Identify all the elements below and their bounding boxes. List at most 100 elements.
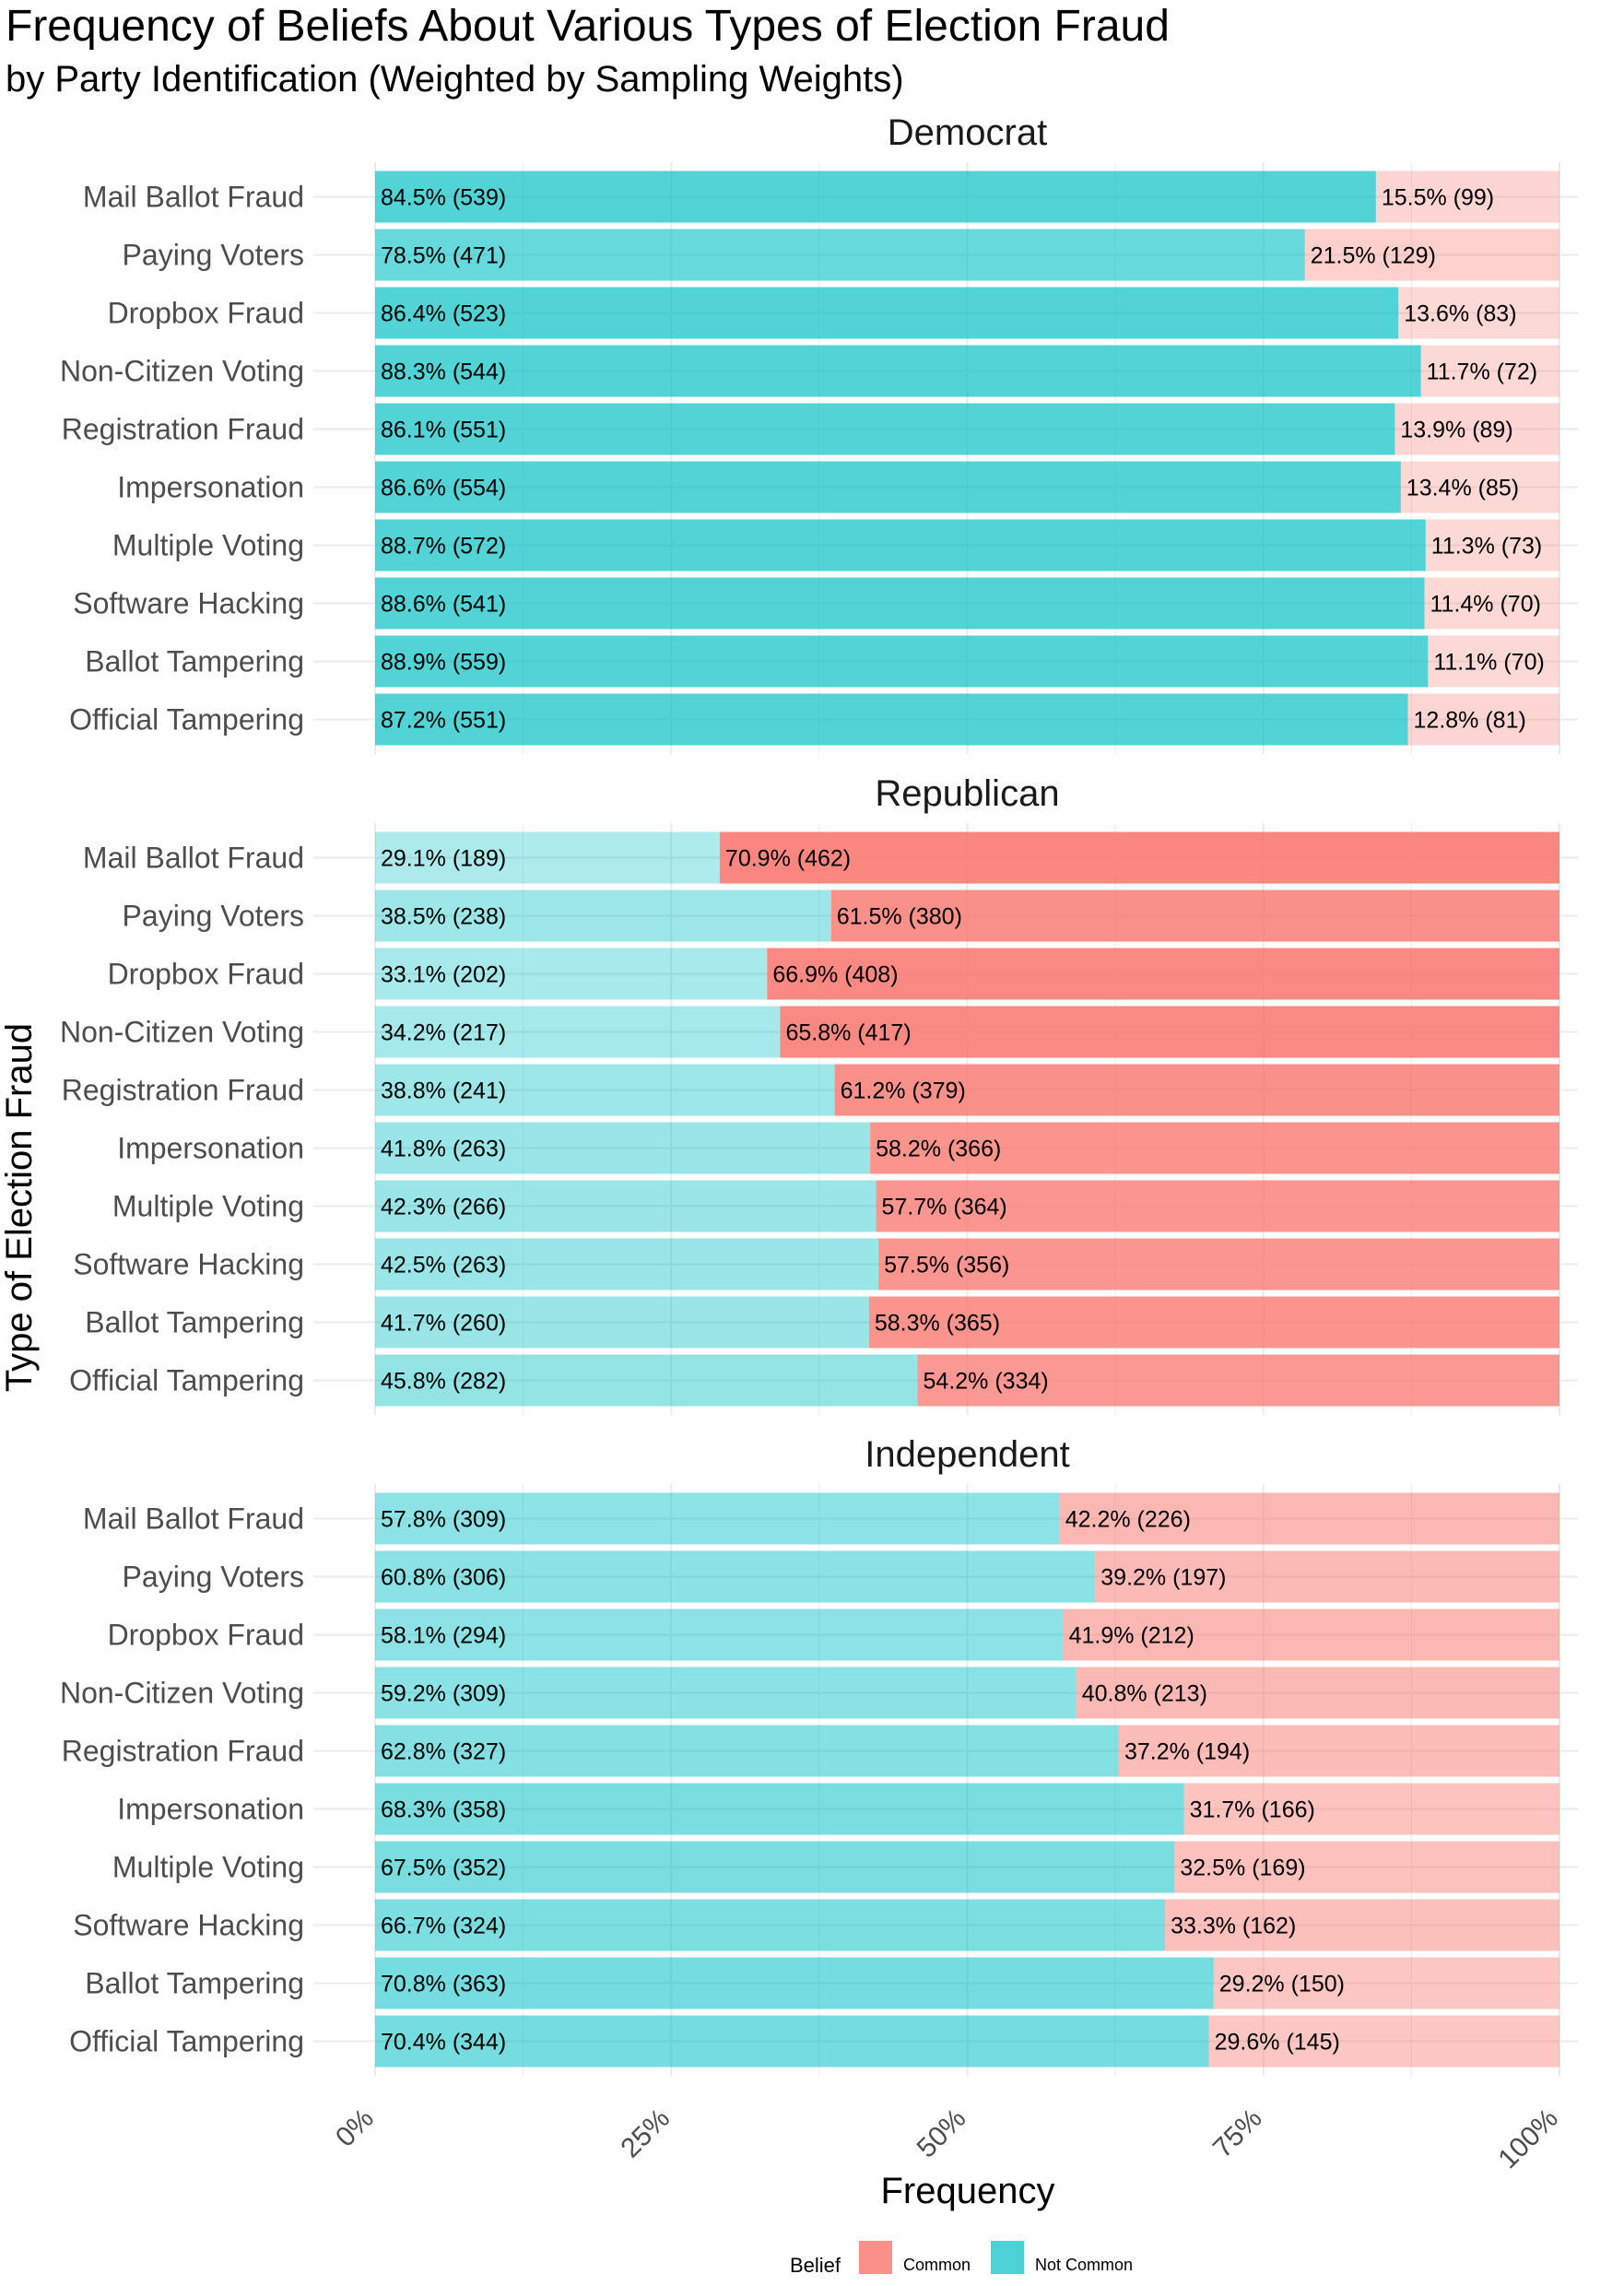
bar-common: [834, 1064, 1559, 1116]
x-tick-label: 100%: [1492, 2103, 1564, 2175]
data-label-not-common: 59.2% (309): [381, 1681, 506, 1707]
data-label-not-common: 41.8% (263): [381, 1137, 506, 1162]
bar-common: [1420, 345, 1559, 397]
category-label: Paying Voters: [123, 900, 304, 933]
data-label-not-common: 78.5% (471): [381, 243, 506, 269]
legend-label-common: Common: [903, 2256, 971, 2274]
data-label-common: 42.2% (226): [1065, 1507, 1191, 1533]
data-label-not-common: 88.3% (544): [381, 359, 506, 385]
data-label-not-common: 57.8% (309): [381, 1507, 506, 1533]
category-label: Multiple Voting: [112, 529, 304, 562]
bar-common: [767, 948, 1559, 1000]
data-label-not-common: 68.3% (358): [381, 1797, 506, 1823]
bar-common: [1174, 1841, 1559, 1893]
bar-common: [1424, 577, 1559, 630]
x-tick-label: 75%: [1207, 2103, 1268, 2164]
bar-common: [868, 1296, 1559, 1349]
data-label-not-common: 86.6% (554): [381, 476, 506, 501]
bar-common: [1428, 635, 1559, 688]
bar-common: [719, 831, 1559, 884]
legend-swatch-common: [859, 2241, 892, 2274]
bar-not-common: [375, 287, 1399, 339]
bar-common: [1400, 461, 1559, 513]
category-label: Multiple Voting: [112, 1190, 304, 1223]
bar-not-common: [375, 1899, 1166, 1951]
bar-common: [1118, 1725, 1559, 1777]
data-label-common: 70.9% (462): [725, 846, 851, 872]
panel-democrat: Democrat Mail Ballot Fraud 84.5% (539) 15.5…: [60, 112, 1578, 754]
data-label-not-common: 62.8% (327): [381, 1739, 506, 1765]
data-label-common: 11.7% (72): [1427, 359, 1537, 385]
x-axis-label: Frequency: [881, 2171, 1055, 2211]
bar-not-common: [375, 1122, 871, 1174]
bar-common: [1375, 171, 1559, 223]
panels: Democrat Mail Ballot Fraud 84.5% (539) 15.5…: [60, 112, 1578, 2076]
x-axis-ticks: 0% 25% 50% 75% 100%: [330, 2103, 1564, 2175]
data-label-common: 11.1% (70): [1433, 650, 1544, 676]
bar-common: [1076, 1667, 1559, 1719]
bar-common: [1183, 1783, 1559, 1835]
category-label: Mail Ballot Fraud: [83, 842, 304, 875]
x-tick-label: 0%: [330, 2103, 380, 2153]
data-label-not-common: 66.7% (324): [381, 1914, 506, 1939]
bar-common: [1304, 229, 1559, 281]
category-label: Software Hacking: [73, 587, 304, 620]
data-label-not-common: 45.8% (282): [381, 1369, 506, 1395]
category-label: Official Tampering: [69, 2025, 304, 2058]
bar-common: [917, 1354, 1559, 1407]
bar-not-common: [375, 577, 1425, 630]
legend-title: Belief: [790, 2254, 841, 2277]
data-label-not-common: 86.1% (551): [381, 418, 506, 443]
bar-common: [1208, 2015, 1559, 2068]
bar-not-common: [375, 948, 768, 1000]
data-label-not-common: 58.1% (294): [381, 1623, 506, 1649]
x-tick-label: 25%: [615, 2103, 676, 2164]
legend-label-not-common: Not Common: [1035, 2256, 1133, 2274]
category-label: Mail Ballot Fraud: [83, 1502, 304, 1536]
category-label: Ballot Tampering: [85, 1967, 304, 2000]
data-label-not-common: 60.8% (306): [381, 1565, 506, 1591]
panel-title: Independent: [865, 1434, 1069, 1475]
category-label: Official Tampering: [69, 703, 304, 736]
category-label: Registration Fraud: [62, 1735, 304, 1768]
bar-not-common: [375, 519, 1426, 572]
bar-not-common: [375, 1667, 1077, 1719]
data-label-common: 37.2% (194): [1124, 1739, 1250, 1765]
bar-not-common: [375, 1354, 918, 1407]
bar-common: [1395, 403, 1559, 455]
bar-not-common: [375, 461, 1401, 513]
data-label-not-common: 88.6% (541): [381, 592, 506, 618]
data-label-common: 12.8% (81): [1414, 708, 1526, 734]
bar-common: [876, 1180, 1559, 1232]
bar-common: [1213, 1957, 1559, 2009]
data-label-common: 15.5% (99): [1382, 185, 1494, 211]
category-label: Software Hacking: [73, 1248, 304, 1281]
data-label-common: 29.2% (150): [1219, 1972, 1345, 1997]
bar-not-common: [375, 403, 1395, 455]
category-label: Mail Ballot Fraud: [83, 181, 304, 214]
data-label-common: 33.3% (162): [1171, 1914, 1296, 1939]
data-label-common: 66.9% (408): [772, 962, 898, 988]
data-label-common: 13.4% (85): [1406, 476, 1519, 501]
bar-not-common: [375, 229, 1305, 281]
data-label-not-common: 38.5% (238): [381, 904, 506, 930]
data-label-not-common: 34.2% (217): [381, 1020, 506, 1046]
bar-not-common: [375, 1957, 1214, 2009]
data-label-not-common: 86.4% (523): [381, 301, 506, 327]
category-label: Paying Voters: [123, 239, 304, 272]
y-axis-label: Type of Election Fraud: [0, 1023, 40, 1392]
legend: Belief Common Not Common: [790, 2241, 1133, 2277]
data-label-not-common: 87.2% (551): [381, 708, 506, 734]
data-label-not-common: 41.7% (260): [381, 1311, 506, 1337]
category-label: Ballot Tampering: [85, 1306, 304, 1339]
bar-not-common: [375, 635, 1429, 688]
category-label: Non-Citizen Voting: [60, 1016, 304, 1049]
category-label: Multiple Voting: [112, 1851, 304, 1884]
data-label-common: 21.5% (129): [1311, 243, 1436, 269]
category-label: Dropbox Fraud: [108, 958, 304, 991]
panel-title: Democrat: [888, 112, 1047, 153]
data-label-common: 58.2% (366): [876, 1137, 1001, 1162]
category-label: Registration Fraud: [62, 413, 304, 446]
x-tick-label: 50%: [912, 2103, 972, 2164]
